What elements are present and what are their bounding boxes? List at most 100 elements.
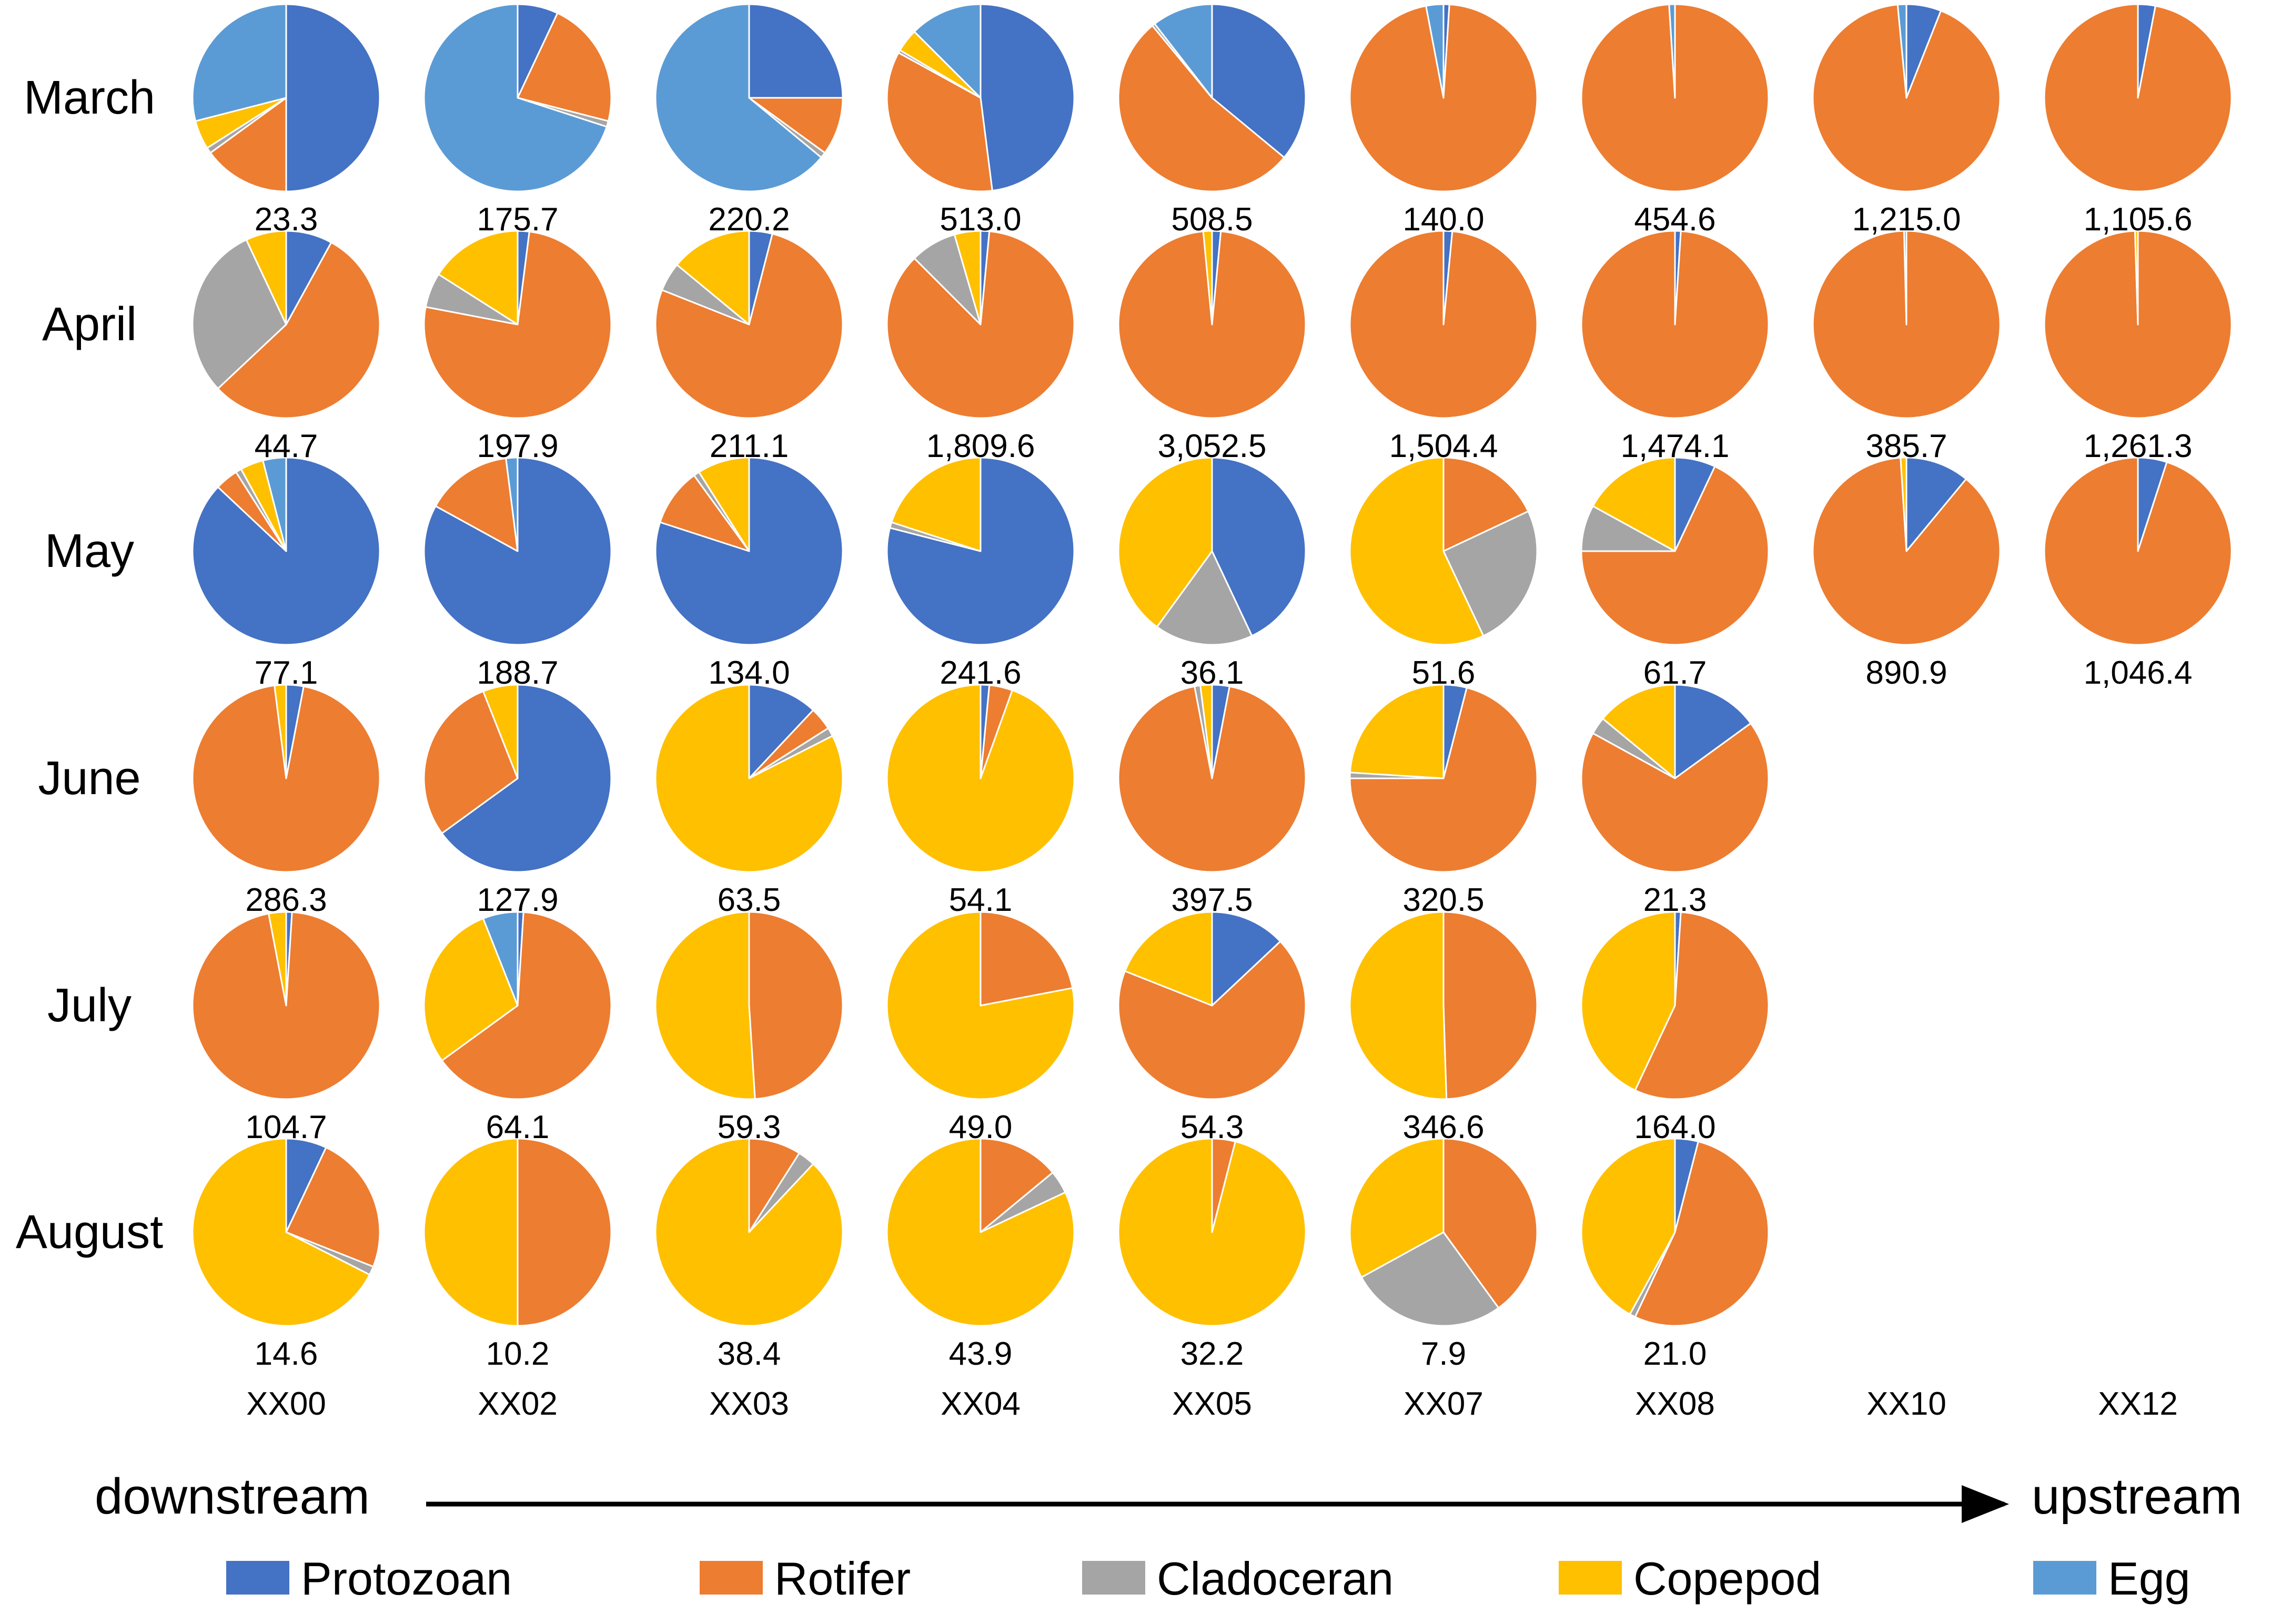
slice-copepod-april-xx00 [245,230,287,326]
month-label-march: March [24,72,155,124]
slice-copepod-april-xx05 [1202,230,1213,326]
pie-march-xx12 [2043,3,2233,192]
slice-protozoan-march-xx00 [285,3,381,192]
slice-rotifer-april-xx03 [654,233,844,419]
slice-copepod-august-xx07 [1349,1138,1445,1278]
pie-march-xx08 [1580,3,1770,192]
slice-egg-july-xx02 [482,911,519,1007]
slice-protozoan-july-xx05 [1211,911,1281,1007]
slice-copepod-august-xx02 [423,1138,519,1327]
total-label-july-xx08: 164.0 [1634,1109,1715,1145]
slice-rotifer-july-xx04 [980,911,1074,1007]
month-label-june: June [38,752,140,805]
pie-april-xx04 [886,230,1075,419]
slice-copepod-june-xx05 [1199,684,1213,779]
total-label-august-xx08: 21.0 [1643,1336,1707,1372]
slice-protozoan-june-xx08 [1674,684,1752,779]
slice-protozoan-march-xx03 [748,3,844,99]
slice-rotifer-april-xx07 [1349,230,1538,419]
slice-copepod-august-xx00 [191,1138,371,1327]
slice-copepod-may-xx05 [1117,456,1213,628]
slice-rotifer-may-xx02 [435,457,519,552]
slice-rotifer-july-xx03 [748,911,844,1100]
total-label-may-xx10: 890.9 [1865,655,1947,691]
total-label-april-xx12: 1,261.3 [2084,428,2193,464]
total-label-august-xx05: 32.2 [1180,1336,1244,1372]
total-label-august-xx03: 38.4 [718,1336,781,1372]
slice-copepod-april-xx03 [676,230,750,326]
pie-may-xx02 [423,456,612,646]
total-label-march-xx10: 1,215.0 [1852,201,1961,238]
pie-april-xx07 [1349,230,1538,419]
total-label-may-xx12: 1,046.4 [2084,655,2193,691]
slice-egg-march-xx00 [191,3,287,122]
slice-egg-may-xx02 [505,456,519,552]
slice-egg-april-xx10 [1903,230,1907,326]
legend: Protozoan Rotifer Cladoceran Copepod Egg [226,1552,2191,1605]
slice-egg-march-xx03 [654,3,822,192]
pie-july-xx00 [191,911,381,1100]
slice-copepod-august-xx05 [1117,1138,1307,1327]
legend-label-cladoceran: Cladoceran [1157,1552,1394,1605]
slice-copepod-july-xx08 [1580,911,1676,1091]
slice-copepod-april-xx02 [438,230,519,326]
total-label-july-xx04: 49.0 [949,1109,1013,1145]
pie-july-xx07 [1349,911,1538,1100]
legend-label-protozoan: Protozoan [301,1552,512,1605]
pie-march-xx04 [886,3,1075,192]
pie-august-xx02 [423,1138,612,1327]
pie-may-xx08 [1580,456,1770,646]
upstream-label: upstream [2032,1468,2242,1525]
pie-august-xx08 [1580,1138,1770,1327]
slice-copepod-may-xx04 [891,456,982,552]
total-label-april-xx05: 3,052.5 [1158,428,1267,464]
slice-copepod-may-xx08 [1592,456,1676,552]
pie-march-xx00 [191,3,381,192]
slice-rotifer-march-xx05 [1117,25,1285,192]
total-label-march-xx02: 175.7 [477,201,558,238]
total-label-may-xx00: 77.1 [255,655,318,691]
total-label-august-xx00: 14.6 [255,1336,318,1372]
slice-rotifer-may-xx03 [659,474,750,552]
site-label-xx08: XX08 [1635,1386,1715,1422]
legend-swatch-egg [2033,1561,2096,1595]
pie-april-xx12 [2043,230,2233,419]
pie-august-xx00 [191,1138,381,1327]
slice-egg-march-xx05 [1154,3,1213,99]
total-label-march-xx08: 454.6 [1634,201,1715,238]
slice-egg-march-xx08 [1668,3,1676,99]
total-label-march-xx07: 140.0 [1402,201,1484,238]
slice-copepod-june-xx03 [654,684,844,873]
legend-label-egg: Egg [2108,1552,2191,1605]
total-label-may-xx02: 188.7 [477,655,558,691]
legend-swatch-protozoan [226,1561,289,1595]
pie-may-xx12 [2043,456,2233,646]
pie-may-xx07 [1349,456,1538,646]
slice-rotifer-july-xx05 [1117,940,1307,1100]
pie-march-xx10 [1812,3,2001,192]
total-label-june-xx07: 320.5 [1402,882,1484,918]
slice-rotifer-july-xx08 [1634,911,1770,1100]
month-label-may: May [45,525,134,577]
pie-may-xx00 [191,456,381,646]
pie-june-xx02 [423,684,612,873]
slice-cladoceran-may-xx07 [1442,510,1538,637]
pie-march-xx03 [654,3,844,192]
slice-egg-march-xx07 [1425,3,1445,99]
pie-june-xx08 [1580,684,1770,873]
pie-june-xx07 [1349,684,1538,873]
slice-copepod-april-xx12 [2134,230,2139,326]
pie-june-xx05 [1117,684,1307,873]
labels-layer: March April May June July August XX00 XX02 XX03 X… [16,72,2193,1422]
total-label-may-xx08: 61.7 [1643,655,1707,691]
slice-rotifer-august-xx07 [1442,1138,1538,1309]
slice-copepod-june-xx02 [482,684,519,779]
slice-protozoan-june-xx03 [748,684,814,779]
pie-april-xx02 [423,230,612,419]
pie-august-xx07 [1349,1138,1538,1327]
slice-protozoan-may-xx03 [654,456,844,646]
total-label-march-xx04: 513.0 [940,201,1021,238]
month-label-july: July [47,979,132,1032]
pie-march-xx07 [1349,3,1538,192]
pie-august-xx05 [1117,1138,1307,1327]
